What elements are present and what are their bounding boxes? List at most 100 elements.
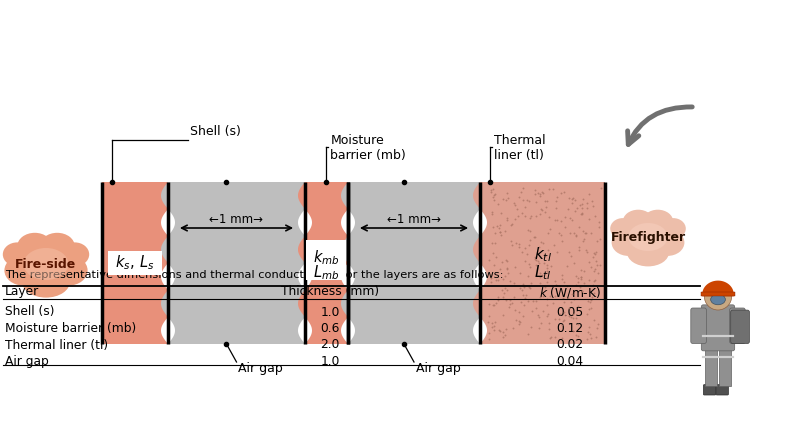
- Bar: [719, 349, 730, 386]
- Point: [587, 289, 600, 296]
- Text: 1.0: 1.0: [320, 355, 340, 368]
- Point: [482, 313, 495, 320]
- Point: [574, 276, 587, 283]
- Point: [548, 316, 561, 323]
- Point: [563, 304, 575, 311]
- Point: [575, 205, 588, 211]
- Text: Moisture
barrier (mb): Moisture barrier (mb): [330, 134, 407, 162]
- Point: [481, 319, 494, 325]
- Point: [500, 217, 513, 224]
- Polygon shape: [473, 182, 605, 344]
- Point: [497, 328, 510, 335]
- Point: [515, 269, 527, 276]
- Point: [530, 198, 543, 205]
- Point: [505, 238, 518, 244]
- Point: [492, 200, 505, 207]
- Point: [582, 329, 595, 336]
- Point: [508, 200, 521, 207]
- Point: [581, 248, 593, 255]
- Text: Layer: Layer: [5, 286, 39, 298]
- Point: [576, 288, 589, 295]
- Point: [589, 249, 602, 256]
- Ellipse shape: [22, 265, 70, 298]
- Point: [488, 327, 500, 334]
- Point: [493, 228, 506, 235]
- Point: [489, 191, 501, 197]
- Bar: [701, 292, 734, 296]
- Point: [539, 284, 552, 290]
- Point: [583, 190, 596, 197]
- Point: [485, 275, 497, 281]
- Point: [492, 326, 505, 333]
- Point: [595, 185, 608, 192]
- Point: [549, 217, 562, 224]
- Point: [537, 307, 549, 314]
- Point: [556, 276, 569, 282]
- Point: [513, 193, 526, 200]
- Point: [553, 316, 566, 322]
- Point: [514, 284, 526, 291]
- Point: [511, 206, 523, 212]
- Ellipse shape: [628, 223, 667, 251]
- Point: [485, 208, 498, 215]
- Point: [559, 214, 571, 220]
- Point: [571, 279, 584, 286]
- Point: [500, 287, 513, 293]
- Point: [575, 211, 588, 217]
- Point: [593, 224, 605, 231]
- Point: [536, 207, 548, 214]
- Point: [569, 208, 582, 215]
- Point: [557, 308, 570, 315]
- Point: [578, 267, 590, 274]
- Point: [527, 234, 540, 241]
- Point: [572, 321, 585, 327]
- Point: [525, 280, 537, 287]
- Point: [592, 270, 604, 277]
- Text: Shell (s): Shell (s): [190, 125, 241, 138]
- Point: [519, 295, 531, 301]
- Point: [489, 277, 502, 284]
- Text: 0.02: 0.02: [556, 338, 584, 352]
- Point: [505, 222, 518, 228]
- Point: [574, 273, 587, 280]
- Point: [504, 277, 516, 284]
- Point: [589, 213, 601, 220]
- Point: [537, 189, 549, 196]
- Point: [582, 298, 595, 305]
- Point: [513, 308, 526, 315]
- Point: [524, 264, 537, 271]
- Point: [554, 311, 567, 318]
- Point: [488, 191, 500, 198]
- Point: [483, 300, 496, 307]
- Point: [565, 299, 578, 306]
- Point: [490, 254, 503, 261]
- Point: [588, 250, 600, 257]
- Point: [519, 245, 531, 252]
- Point: [485, 211, 498, 218]
- Point: [556, 271, 569, 278]
- Point: [500, 197, 512, 203]
- Point: [551, 194, 563, 200]
- Point: [545, 263, 557, 270]
- Point: [563, 195, 575, 201]
- Point: [530, 298, 542, 304]
- Text: $L_{tl}$: $L_{tl}$: [533, 264, 552, 282]
- Point: [495, 210, 507, 217]
- Ellipse shape: [711, 294, 725, 305]
- Point: [544, 225, 556, 232]
- Point: [489, 319, 501, 326]
- Point: [512, 318, 525, 325]
- Point: [519, 213, 531, 219]
- Point: [533, 211, 546, 217]
- Point: [515, 298, 527, 305]
- Point: [563, 312, 575, 319]
- Point: [498, 273, 511, 280]
- Point: [558, 188, 571, 195]
- Point: [502, 195, 515, 202]
- Point: [515, 287, 528, 294]
- Point: [581, 335, 593, 342]
- Point: [534, 239, 547, 246]
- Point: [498, 331, 511, 338]
- Point: [585, 264, 597, 271]
- Point: [500, 326, 512, 333]
